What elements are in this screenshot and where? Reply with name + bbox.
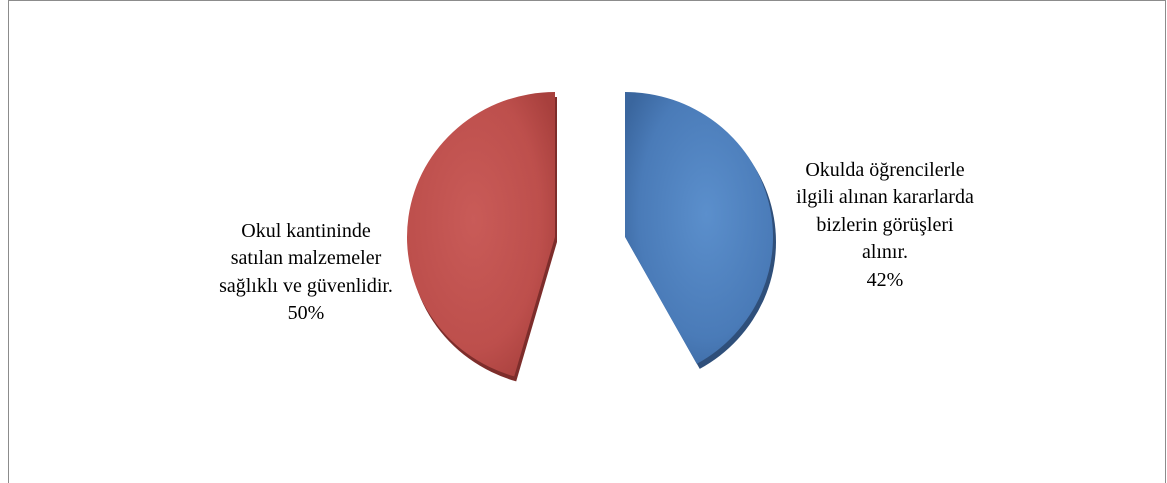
slice-label-1-percent: 50% bbox=[288, 302, 325, 324]
slice-label-0-line-1: ilgili alınan kararlarda bbox=[796, 186, 974, 208]
chart-frame bbox=[8, 0, 1166, 483]
slice-label-1-line-0: Okul kantininde bbox=[241, 220, 371, 242]
slice-label-1-line-2: sağlıklı ve güvenlidir. bbox=[219, 275, 393, 297]
slice-label-0-line-0: Okulda öğrencilerle bbox=[805, 159, 964, 181]
slice-label-0-line-2: bizlerin görüşleri bbox=[816, 214, 954, 236]
slice-label-0-line-3: alınır. bbox=[862, 241, 908, 263]
slice-label-1-line-1: satılan malzemeler bbox=[231, 247, 382, 269]
slice-label-1: Okul kantininde satılan malzemeler sağlı… bbox=[219, 220, 393, 324]
pie-slice-0 bbox=[625, 92, 773, 364]
slice-label-0: Okulda öğrencilerle ilgili alınan kararl… bbox=[796, 159, 974, 291]
pie-slice-1 bbox=[407, 92, 555, 377]
slice-label-0-percent: 42% bbox=[867, 269, 904, 291]
